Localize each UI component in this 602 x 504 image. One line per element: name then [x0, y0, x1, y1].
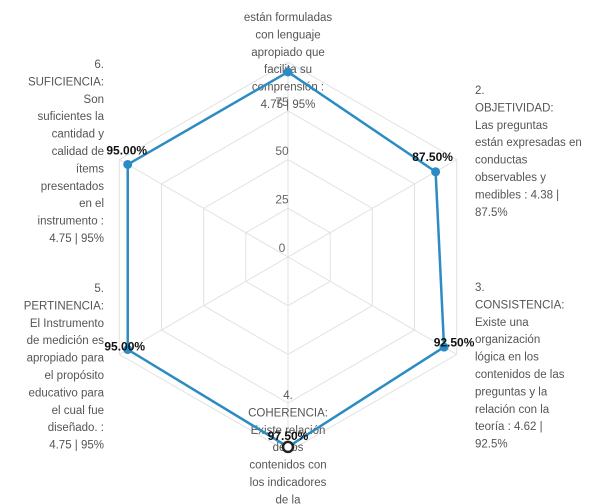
- axis-label: Son: [84, 94, 104, 106]
- axis-label: preguntas y la: [475, 386, 548, 398]
- axis-label: ítems: [76, 163, 104, 175]
- axis-label: los indicadores: [250, 477, 327, 489]
- axis-label: 4.75 | 95%: [49, 440, 104, 452]
- spoke: [119, 159, 289, 258]
- axis-label: apropiado que: [251, 47, 325, 59]
- axis-label: suficientes la: [38, 111, 105, 123]
- value-label: 95.00%: [104, 340, 145, 354]
- axis-label: 92.5%: [475, 439, 508, 451]
- r-tick-label: 75: [275, 95, 289, 109]
- spoke: [287, 159, 457, 258]
- axis-label: lógica en los: [475, 352, 539, 364]
- axis-label: teoría : 4.62 |: [475, 421, 543, 433]
- spoke: [119, 256, 289, 355]
- axis-label: Existe una: [475, 317, 529, 329]
- point: [281, 440, 295, 454]
- axis-label: CONSISTENCIA:: [475, 299, 564, 311]
- axis-label: 4.75 | 95%: [261, 99, 316, 111]
- value-label: 92.50%: [434, 335, 475, 349]
- point: [123, 159, 133, 169]
- axis-label: apropiado para: [27, 353, 105, 365]
- r-tick-label: 0: [279, 241, 286, 255]
- axis-label: contenidos con: [249, 460, 326, 472]
- axis-label: organización: [475, 334, 540, 346]
- axis-label: instrumento :: [38, 216, 104, 228]
- point: [123, 345, 133, 355]
- r-tick-label: 50: [275, 144, 289, 158]
- axis-label: de la: [276, 494, 302, 504]
- axis-label: presentados: [41, 181, 105, 193]
- axis-label: Las preguntas: [475, 120, 548, 132]
- axis-label: observables y: [475, 172, 546, 184]
- axis-label: OBJETIVIDAD:: [475, 102, 554, 114]
- axis-label: 2.: [475, 85, 485, 97]
- axis-label: de medición es: [27, 335, 105, 347]
- axis-label: relación con la: [475, 404, 550, 416]
- axis-label: 4.75 | 95%: [49, 233, 104, 245]
- axis-label: 6.: [94, 59, 104, 71]
- axis-label: 5.: [94, 283, 104, 295]
- axis-label: conductas: [475, 155, 528, 167]
- axis-label: 4.: [283, 390, 293, 402]
- axis-label: con lenguaje: [255, 29, 320, 41]
- axis-label: en el: [79, 198, 104, 210]
- axis-label: el cual fue: [52, 405, 104, 417]
- axis-label: PERTINENCIA:: [24, 300, 104, 312]
- axis-label: cantidad y: [52, 129, 105, 141]
- axis-label: COHERENCIA:: [248, 407, 328, 419]
- axis-label: están formuladas: [244, 12, 332, 24]
- axis-label: calidad de: [52, 146, 104, 158]
- axis-label: están expresadas en: [475, 137, 582, 149]
- axis-label: 3.: [475, 282, 485, 294]
- point: [283, 67, 293, 77]
- axis-label: educativo para: [29, 387, 105, 399]
- axis-label: medibles : 4.38 |: [475, 189, 559, 201]
- spoke: [287, 256, 457, 355]
- point: [439, 342, 449, 352]
- axis-label: el propósito: [45, 370, 104, 382]
- axis-label: SUFICIENCIA:: [28, 76, 104, 88]
- point: [431, 167, 441, 177]
- r-tick-label: 25: [275, 192, 289, 206]
- axis-label: diseñado. :: [48, 422, 104, 434]
- value-label: 97.50%: [268, 429, 309, 443]
- value-label: 95.00%: [106, 144, 147, 158]
- axis-label: contenidos de las: [475, 369, 565, 381]
- value-label: 87.50%: [412, 150, 453, 164]
- axis-label: 87.5%: [475, 207, 508, 219]
- axis-label: El Instrumento: [30, 318, 104, 330]
